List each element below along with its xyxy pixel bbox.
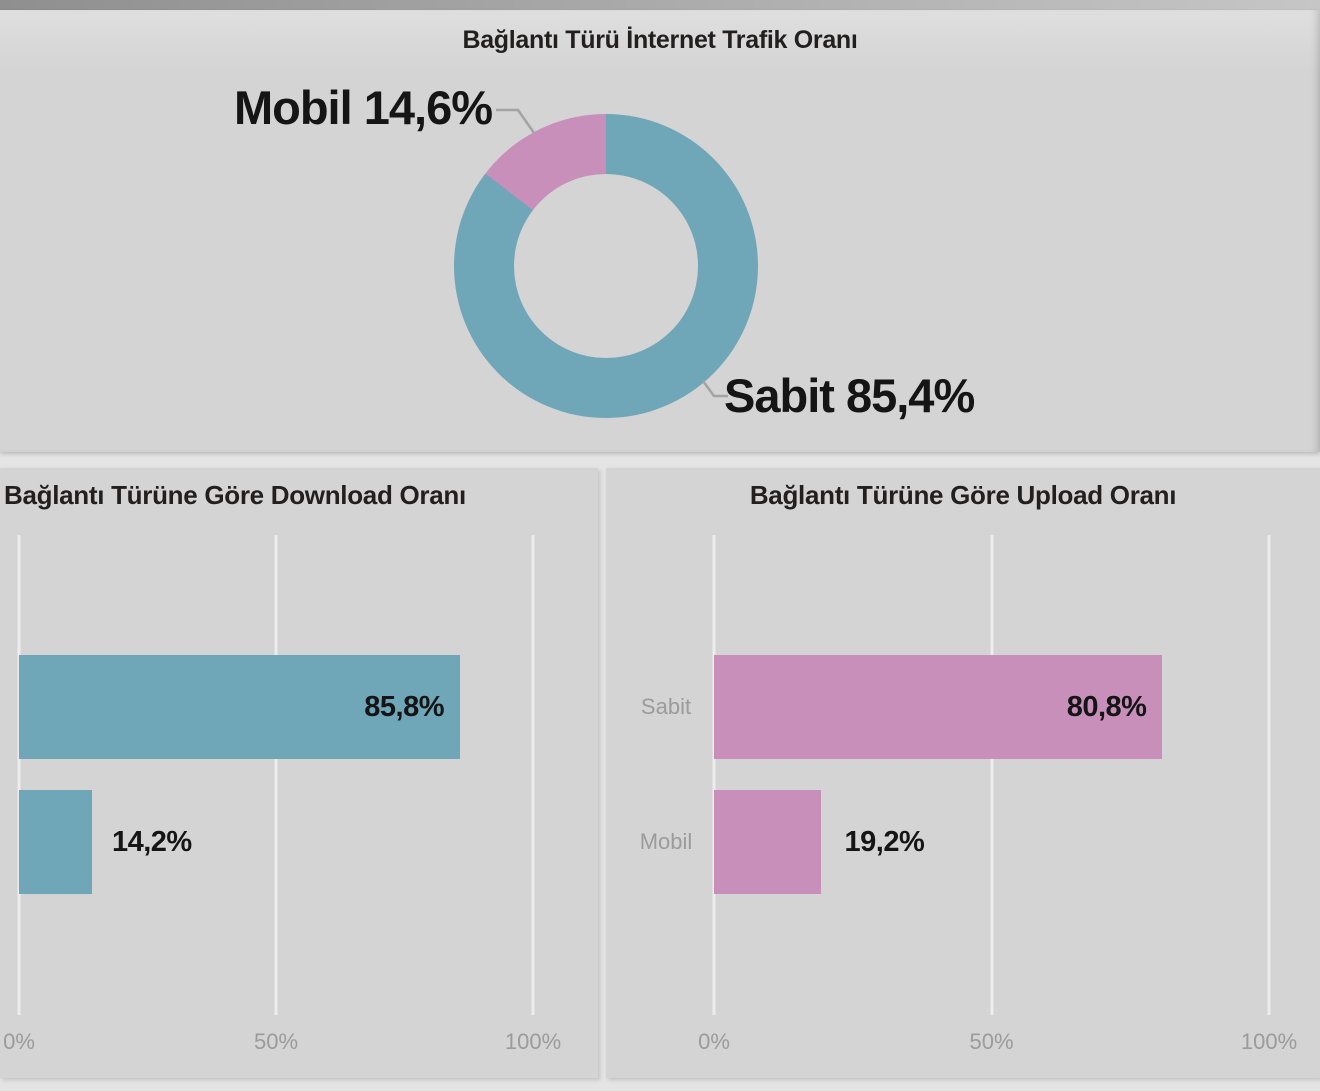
bar-value-label-wrap: 19,2%	[845, 790, 925, 894]
donut-label-sabit: Sabit 85,4%	[724, 369, 975, 422]
chart-title-download: Bağlantı Türüne Göre Download Oranı	[4, 480, 466, 510]
axis-tick-label: 50%	[253, 1029, 299, 1054]
gridline	[712, 535, 716, 1015]
bar-row-sabit: 85,8%	[19, 655, 533, 759]
chart-title-upload: Bağlantı Türüne Göre Upload Oranı	[749, 480, 1177, 510]
axis-tick-label: 0%	[698, 1029, 730, 1054]
bar-value-label: 14,2%	[111, 825, 192, 858]
chart-title-traffic: Bağlantı Türü İnternet Trafik Oranı	[462, 26, 858, 54]
category-label-sabit: Sabit	[640, 694, 692, 719]
bar-value-label: 85,8%	[364, 690, 444, 723]
bar-upload-sabit[interactable]: 80,8%	[714, 655, 1163, 759]
bar-download-mobil[interactable]	[19, 790, 92, 894]
bar-download-sabit[interactable]: 85,8%	[19, 655, 460, 759]
bar-row-mobil: 19,2%	[714, 790, 1269, 894]
leader-line-mobil	[496, 108, 541, 141]
plot-area-download: 85,8% 14,2% 0% 50% 100%	[3, 535, 561, 1054]
gridline	[990, 535, 993, 1015]
bar-row-mobil: 14,2%	[19, 790, 533, 894]
category-label-mobil: Mobil	[639, 829, 693, 854]
gridline	[274, 535, 278, 1015]
gridline	[1267, 535, 1271, 1015]
axis-tick-label: 50%	[969, 1029, 1014, 1054]
bar-row-sabit: 80,8%	[714, 655, 1269, 759]
bar-value-label: 19,2%	[844, 825, 925, 858]
upload-panel: Bağlantı Türüne Göre Upload Oranı Sabit …	[606, 468, 1320, 1078]
axis-tick-label: 100%	[1240, 1029, 1298, 1054]
download-panel: Bağlantı Türüne Göre Download Oranı 85,8…	[0, 468, 598, 1078]
plot-area-upload: 80,8% 19,2% 0% 50% 100%	[698, 535, 1297, 1054]
axis-tick-label: 100%	[504, 1029, 562, 1054]
bar-value-label-wrap: 14,2%	[112, 790, 192, 894]
bar-value-label: 80,8%	[1066, 690, 1147, 723]
window-edge-strip	[0, 0, 1320, 10]
donut-chart[interactable]	[454, 114, 758, 418]
leader-line-sabit	[701, 380, 728, 398]
donut-label-mobil: Mobil 14,6%	[233, 81, 493, 134]
gridline	[17, 535, 21, 1015]
axis-tick-label: 0%	[3, 1029, 35, 1054]
bar-upload-mobil[interactable]	[714, 790, 821, 894]
donut-panel: Bağlantı Türü İnternet Trafik Oranı Mobi…	[0, 10, 1320, 452]
donut-hole	[514, 174, 698, 358]
gridline	[531, 535, 535, 1015]
